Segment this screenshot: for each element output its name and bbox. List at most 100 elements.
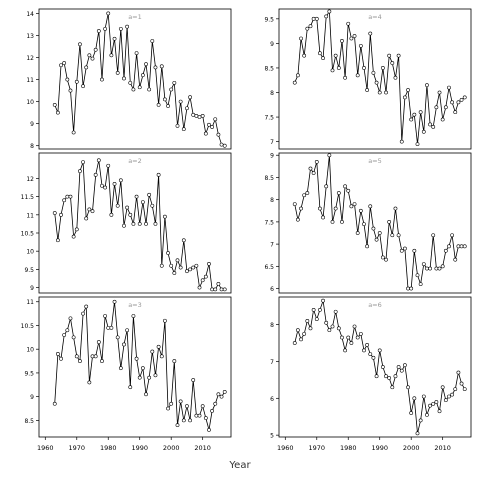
data-point xyxy=(175,423,180,428)
data-point xyxy=(365,88,370,92)
y-tick-label: 9 xyxy=(30,285,34,292)
data-point xyxy=(421,262,426,267)
data-point xyxy=(380,365,385,369)
data-point xyxy=(415,142,420,146)
panel-label: a=6 xyxy=(368,301,382,309)
data-point xyxy=(292,202,297,207)
y-tick-label: 9.5 xyxy=(24,370,34,377)
data-point xyxy=(425,83,429,88)
data-point xyxy=(327,9,332,14)
data-point xyxy=(349,341,354,345)
data-point xyxy=(299,36,303,41)
data-point xyxy=(122,76,126,81)
y-tick-label: 8 xyxy=(270,197,274,204)
data-point xyxy=(453,257,458,262)
data-point xyxy=(103,185,107,190)
data-point xyxy=(343,75,347,80)
data-point xyxy=(166,251,170,255)
data-point xyxy=(197,115,202,119)
data-point xyxy=(292,341,297,345)
data-point xyxy=(81,160,85,164)
data-point xyxy=(59,63,63,68)
data-point xyxy=(78,359,82,363)
panel-2: 7 7.5 8 8.5 9 9.5 a=4 xyxy=(264,8,472,150)
x-tick-label: 1970 xyxy=(308,444,325,452)
data-point xyxy=(156,103,161,107)
data-point xyxy=(412,396,417,401)
data-point xyxy=(324,184,329,189)
data-point xyxy=(302,331,307,336)
data-point xyxy=(305,319,310,323)
y-tick-label: 7.5 xyxy=(264,115,274,122)
data-point xyxy=(150,39,155,43)
data-point xyxy=(384,257,388,262)
data-point xyxy=(122,223,126,228)
data-point xyxy=(314,16,319,21)
data-point xyxy=(434,105,439,110)
data-point xyxy=(365,342,370,347)
data-point xyxy=(128,212,133,217)
data-point xyxy=(62,61,67,65)
data-point xyxy=(166,104,170,108)
data-point xyxy=(106,325,111,330)
y-tick-label: 10.5 xyxy=(21,323,35,330)
data-point xyxy=(324,320,329,325)
data-point xyxy=(163,97,167,102)
data-point xyxy=(340,335,344,340)
data-point xyxy=(346,188,351,193)
data-point xyxy=(96,29,101,33)
data-point xyxy=(340,39,344,43)
data-point xyxy=(437,90,442,95)
data-point xyxy=(93,172,98,177)
data-point xyxy=(431,124,436,129)
data-point xyxy=(365,244,370,249)
data-point xyxy=(118,178,123,183)
y-tick-label: 11 xyxy=(26,212,34,219)
data-point xyxy=(219,394,224,399)
data-point xyxy=(450,100,455,105)
data-point xyxy=(443,248,448,253)
data-point xyxy=(59,356,63,361)
data-point xyxy=(137,222,142,226)
data-point xyxy=(443,398,448,403)
data-point xyxy=(443,105,448,110)
data-point xyxy=(59,212,63,217)
y-tick-label: 10 xyxy=(26,99,34,106)
data-point xyxy=(333,53,338,58)
data-point xyxy=(355,73,360,78)
data-point xyxy=(333,309,338,314)
data-point xyxy=(156,172,161,177)
data-point xyxy=(185,404,189,409)
data-point xyxy=(203,274,208,279)
panel-label: a=3 xyxy=(128,301,142,309)
data-point xyxy=(197,413,202,418)
data-point xyxy=(330,324,335,329)
data-point xyxy=(434,400,439,404)
data-point xyxy=(412,112,417,117)
data-point xyxy=(421,394,426,399)
data-point xyxy=(447,394,451,399)
data-point xyxy=(396,53,401,58)
data-point xyxy=(425,266,429,271)
y-tick-label: 13 xyxy=(26,33,34,40)
x-tick-label: 1970 xyxy=(68,444,85,452)
data-point xyxy=(222,143,227,148)
data-point xyxy=(68,316,73,321)
data-point xyxy=(412,248,417,253)
data-point xyxy=(200,278,205,283)
data-point xyxy=(78,42,82,47)
data-point xyxy=(65,194,70,199)
data-point xyxy=(185,269,189,274)
data-point xyxy=(308,326,313,331)
data-point xyxy=(396,233,401,238)
y-tick-label: 9 xyxy=(30,394,34,401)
data-point xyxy=(396,365,401,369)
data-point xyxy=(181,418,186,423)
data-point xyxy=(425,412,429,417)
data-point xyxy=(74,227,79,232)
data-point xyxy=(440,117,445,122)
data-point xyxy=(55,110,60,115)
data-point xyxy=(349,36,354,41)
data-point xyxy=(418,110,423,115)
data-point xyxy=(447,85,451,90)
